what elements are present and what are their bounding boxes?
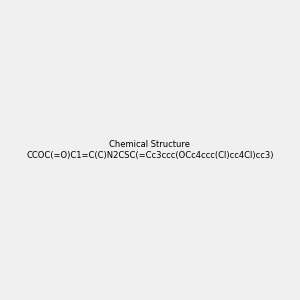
Text: Chemical Structure
CCOC(=O)C1=C(C)N2CSC(=Cc3ccc(OCc4ccc(Cl)cc4Cl)cc3): Chemical Structure CCOC(=O)C1=C(C)N2CSC(… (26, 140, 274, 160)
